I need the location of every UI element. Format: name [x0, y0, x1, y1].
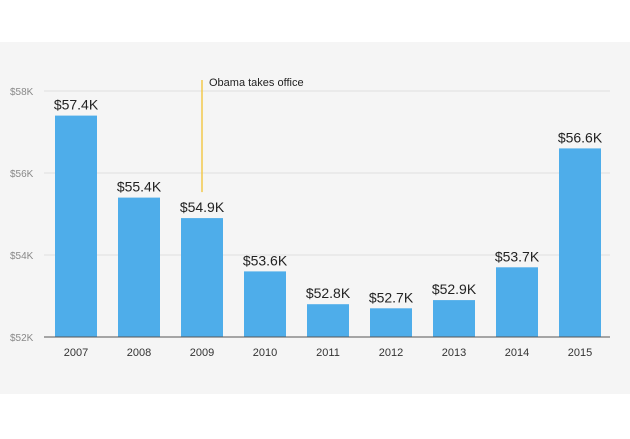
y-tick-label: $52K: [10, 333, 34, 344]
data-label: $56.6K: [558, 129, 603, 145]
data-label: $53.6K: [243, 252, 288, 268]
bar-2007: [55, 115, 97, 337]
data-label: $52.8K: [306, 285, 351, 301]
bar-2015: [559, 148, 601, 337]
data-label: $53.7K: [495, 248, 540, 264]
y-tick-label: $58K: [10, 87, 34, 98]
bar-2012: [370, 308, 412, 337]
bar-2013: [433, 300, 475, 337]
data-label: $55.4K: [117, 179, 162, 195]
data-label: $54.9K: [180, 199, 225, 215]
x-tick-label: 2013: [442, 347, 466, 359]
y-tick-label: $56K: [10, 169, 34, 180]
data-label: $52.7K: [369, 289, 414, 305]
x-tick-label: 2008: [127, 347, 151, 359]
y-tick-label: $54K: [10, 251, 34, 262]
bar-2010: [244, 271, 286, 337]
x-tick-label: 2014: [505, 347, 529, 359]
data-label: $52.9K: [432, 281, 477, 297]
bar-2008: [118, 197, 160, 337]
x-tick-label: 2012: [379, 347, 403, 359]
annotation-text: Obama takes office: [209, 77, 304, 89]
x-tick-label: 2011: [316, 347, 340, 359]
x-tick-label: 2010: [253, 347, 277, 359]
x-tick-label: 2015: [568, 347, 592, 359]
x-tick-label: 2007: [64, 347, 88, 359]
data-label: $57.4K: [54, 97, 99, 113]
x-tick-label: 2009: [190, 347, 214, 359]
bar-2009: [181, 218, 223, 337]
bar-2014: [496, 267, 538, 337]
bar-2011: [307, 304, 349, 337]
